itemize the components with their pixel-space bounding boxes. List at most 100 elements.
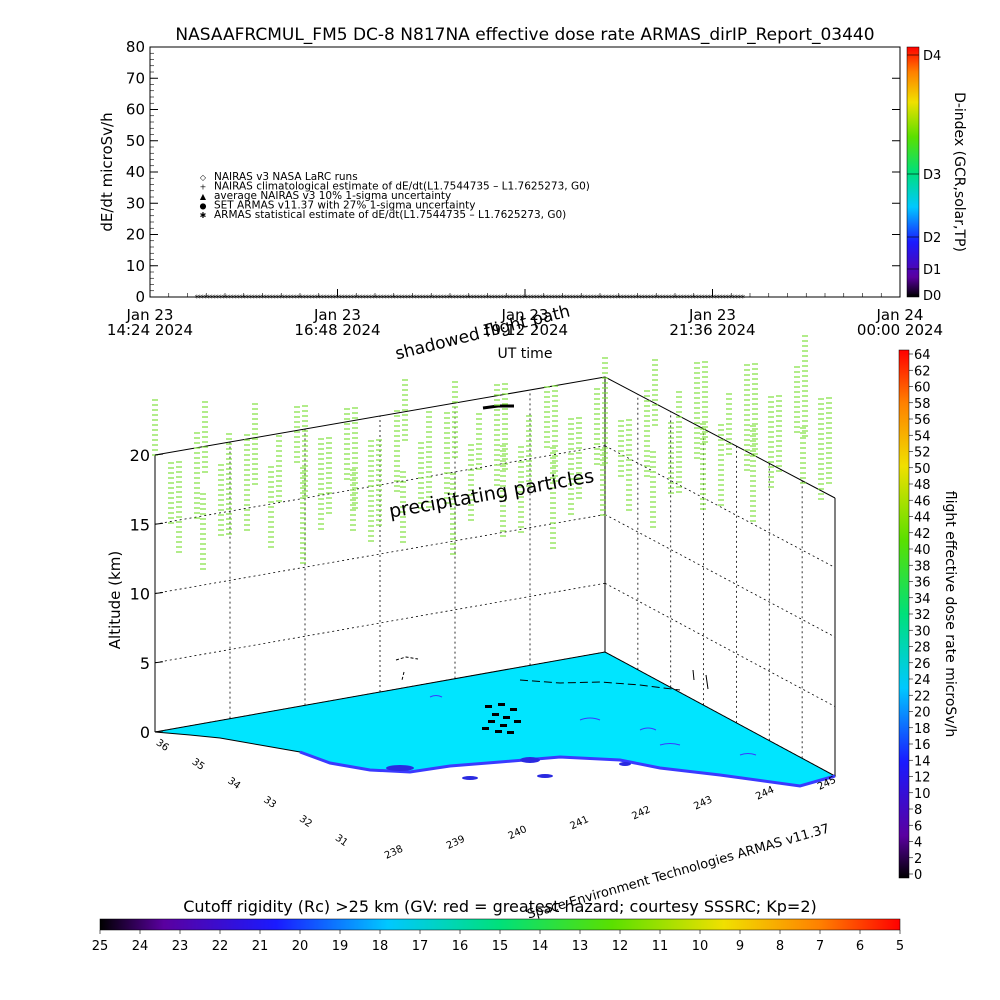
armas-data-point: * [549,294,554,304]
armas-data-point: * [315,294,320,304]
dose-rate-y-tick-label: 70 [126,69,145,87]
armas-data-point: * [636,294,641,304]
armas-data-point: * [237,294,242,304]
d-index-label: D-index (GCR,solar,TP) [951,92,967,252]
armas-data-point: * [714,294,719,304]
dose-rate-colorbar-tick-label: 18 [914,722,931,737]
dose-rate-colorbar-tick-label: 28 [914,641,931,656]
ground-contour [579,717,601,721]
armas-data-point: * [198,294,203,304]
armas-data-point: * [312,294,317,304]
armas-data-point: * [474,294,479,304]
longitude-tick-label: 241 [569,814,591,832]
armas-data-point: * [216,294,221,304]
track-fragment [692,669,709,690]
armas-data-point: * [330,294,335,304]
dose-rate-colorbar-tick-label: 54 [914,429,931,444]
island-shape [619,762,631,766]
cutoff-rigidity-tick-label: 19 [332,939,349,954]
longitude-tick-label: 242 [630,804,652,822]
armas-data-point: * [234,294,239,304]
time-axis-tick-day: Jan 23 [688,306,736,324]
dose-rate-colorbar-tick-label: 56 [914,413,931,428]
armas-data-point: * [264,294,269,304]
longitude-tick-label: 240 [507,824,529,842]
cutoff-rigidity-tick-label: 7 [816,939,824,954]
dose-rate-colorbar-tick-label: 8 [914,803,922,818]
armas-data-point: * [279,294,284,304]
armas-data-point: * [450,294,455,304]
time-axis-tick-day: Jan 23 [501,306,549,324]
armas-data-point: * [333,294,338,304]
armas-data-point: * [345,294,350,304]
armas-data-point: * [738,294,743,304]
dose-rate-y-tick-label: 0 [135,288,145,306]
dose-rate-y-ticks: 80 70 60 50 40 30 20 10 0 [126,38,900,306]
armas-data-point: * [567,294,572,304]
time-axis-tick-time: 21:36 2024 [669,321,755,339]
armas-data-point: * [543,294,548,304]
armas-data-point: * [588,294,593,304]
armas-data-point: * [213,294,218,304]
dose-rate-y-tick-label: 20 [126,226,145,244]
altitude-gridline-right-wall [604,514,836,638]
dose-rate-colorbar-tick-label: 22 [914,689,931,704]
armas-data-point: * [672,294,677,304]
altitude-3d-panel: Altitude (km) 20 15 10 5 0 36 35 34 33 32 31 238 2… [106,301,838,922]
armas-data-point: * [318,294,323,304]
dose-rate-colorbar-tick-label: 64 [914,348,931,363]
armas-data-point: * [642,294,647,304]
armas-data-point: * [564,294,569,304]
armas-data-point: * [222,294,227,304]
altitude-gridline-left-wall [154,514,606,594]
armas-data-point: * [396,294,401,304]
armas-data-point: * [291,294,296,304]
armas-data-point: * [429,294,434,304]
dose-rate-colorbar-tick-label: 36 [914,576,931,591]
armas-data-point: * [525,294,530,304]
armas-data-point: * [582,294,587,304]
armas-data-point: * [351,294,356,304]
dose-rate-colorbar-tick-label: 46 [914,494,931,509]
armas-data-point: * [693,294,698,304]
ground-contour [659,743,681,746]
cutoff-rigidity-tick-label: 15 [492,939,509,954]
armas-data-point: * [489,294,494,304]
longitude-tick-label: 243 [692,794,714,812]
altitude-tick-label: 0 [140,723,150,742]
armas-data-point: * [282,294,287,304]
armas-data-point: * [591,294,596,304]
time-axis-label: UT time [498,346,553,362]
altitude-tick-label: 5 [140,654,150,673]
armas-data-point: * [219,294,224,304]
cutoff-rigidity-tick-label: 11 [652,939,669,954]
armas-data-point: * [210,294,215,304]
armas-data-point: * [297,294,302,304]
cutoff-rigidity-tick-label: 6 [856,939,864,954]
cutoff-rigidity-tick-label: 20 [292,939,309,954]
dose-rate-colorbar-tick-label: 26 [914,657,931,672]
dose-rate-colorbar-tick-label: 20 [914,706,931,721]
armas-data-point: * [231,294,236,304]
dose-rate-y-tick-label: 50 [126,132,145,150]
altitude-gridline-left-wall [154,582,606,664]
altitude-tick-mark [154,661,164,664]
cutoff-rigidity-tick-label: 14 [532,939,549,954]
armas-data-point: * [276,294,281,304]
altitude-tick-mark [154,522,164,525]
time-axis-tick-day: Jan 24 [876,306,924,324]
armas-data-point: * [522,294,527,304]
armas-data-point: * [273,294,278,304]
armas-data-point: * [639,294,644,304]
armas-data-point: * [609,294,614,304]
armas-data-point: * [447,294,452,304]
dose-rate-colorbar-tick-label: 38 [914,559,931,574]
armas-data-point: * [732,294,737,304]
dose-rate-colorbar-ticks: 6462605856545250484644424038363432302826… [909,348,931,883]
dose-rate-y-tick-label: 80 [126,38,145,56]
armas-data-point: * [360,294,365,304]
armas-data-point: * [225,294,230,304]
d-index-tick-label: D1 [923,263,941,278]
armas-data-point: * [621,294,626,304]
